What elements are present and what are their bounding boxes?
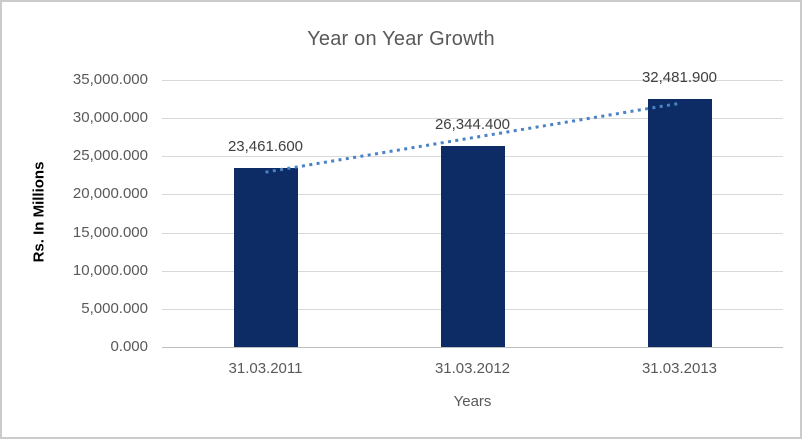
y-axis-tick-label: 30,000.000 bbox=[72, 109, 148, 127]
bar-data-label: 32,481.900 bbox=[641, 69, 718, 87]
y-axis-tick-label: 15,000.000 bbox=[72, 223, 148, 241]
y-axis-tick-label: 25,000.000 bbox=[72, 147, 148, 165]
y-axis-tick-label: 20,000.000 bbox=[72, 185, 148, 203]
bar-data-label: 26,344.400 bbox=[434, 116, 511, 134]
y-axis-tick-label: 35,000.000 bbox=[72, 71, 148, 88]
y-axis-title: Rs. In Millions bbox=[30, 161, 48, 263]
chart-title: Year on Year Growth bbox=[307, 28, 495, 50]
x-axis-title: Years bbox=[453, 393, 492, 410]
y-axis-tick-label: 5,000.000 bbox=[81, 299, 148, 317]
y-axis-tick-label: 10,000.000 bbox=[72, 261, 148, 279]
x-axis-tick-label: 31.03.2012 bbox=[434, 360, 511, 377]
x-axis-tick-label: 31.03.2011 bbox=[228, 360, 303, 377]
bar bbox=[440, 146, 505, 347]
plot-area: 23,461.600 26,344.400 32,481.900 bbox=[162, 69, 783, 348]
bar-data-label: 23,461.600 bbox=[227, 138, 304, 156]
y-axis-tick-label: 0.000 bbox=[110, 338, 148, 355]
bar bbox=[233, 168, 298, 347]
x-axis-tick-label: 31.03.2013 bbox=[641, 360, 718, 377]
bar bbox=[647, 99, 712, 347]
gridline bbox=[162, 80, 783, 81]
